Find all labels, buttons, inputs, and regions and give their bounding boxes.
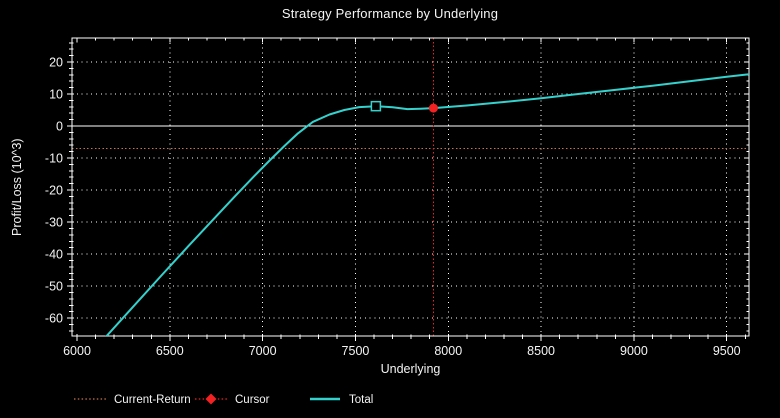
cursor-diamond-icon bbox=[194, 393, 228, 408]
svg-text:8500: 8500 bbox=[527, 344, 555, 358]
plot-border bbox=[71, 37, 750, 337]
y-tick-labels: 20 10 0 -10 -20 -30 -40 -50 -60 bbox=[45, 56, 63, 326]
legend-item-total: Total bbox=[308, 391, 373, 409]
svg-text:20: 20 bbox=[49, 56, 63, 70]
svg-text:8000: 8000 bbox=[434, 344, 462, 358]
svg-text:-10: -10 bbox=[45, 152, 63, 166]
chart-canvas[interactable]: 6000 6500 7000 7500 8000 8500 9000 9500 20 10 0 -10… bbox=[0, 0, 780, 390]
y-axis-label: Profit/Loss (10^3) bbox=[10, 138, 24, 236]
current-return-dotted-line-icon bbox=[73, 393, 107, 408]
svg-text:7500: 7500 bbox=[342, 344, 370, 358]
legend-item-current-return: Current-Return bbox=[73, 391, 191, 409]
svg-text:6500: 6500 bbox=[156, 344, 184, 358]
svg-text:-40: -40 bbox=[45, 248, 63, 262]
x-axis-label: Underlying bbox=[380, 362, 441, 376]
total-line-icon bbox=[308, 393, 342, 408]
cursor-dot[interactable] bbox=[428, 103, 438, 113]
svg-text:-60: -60 bbox=[45, 312, 63, 326]
x-tick-labels: 6000 6500 7000 7500 8000 8500 9000 9500 bbox=[63, 344, 741, 358]
svg-text:0: 0 bbox=[56, 120, 63, 134]
svg-text:-30: -30 bbox=[45, 216, 63, 230]
legend-label-total: Total bbox=[349, 394, 374, 406]
svg-text:9500: 9500 bbox=[713, 344, 741, 358]
svg-text:6000: 6000 bbox=[63, 344, 91, 358]
gridlines bbox=[72, 38, 749, 336]
legend-label-current-return: Current-Return bbox=[114, 394, 191, 406]
svg-text:-50: -50 bbox=[45, 280, 63, 294]
total-series-line bbox=[105, 73, 749, 336]
svg-text:-20: -20 bbox=[45, 184, 63, 198]
svg-text:9000: 9000 bbox=[620, 344, 648, 358]
chart-title: Strategy Performance by Underlying bbox=[281, 6, 499, 21]
legend: Current-Return Cursor Total bbox=[0, 391, 780, 413]
svg-text:7000: 7000 bbox=[249, 344, 277, 358]
square-marker[interactable] bbox=[370, 100, 382, 112]
legend-item-cursor: Cursor bbox=[194, 391, 270, 409]
axis-ticks bbox=[67, 38, 749, 341]
legend-label-cursor: Cursor bbox=[235, 394, 270, 406]
svg-text:10: 10 bbox=[49, 88, 63, 102]
